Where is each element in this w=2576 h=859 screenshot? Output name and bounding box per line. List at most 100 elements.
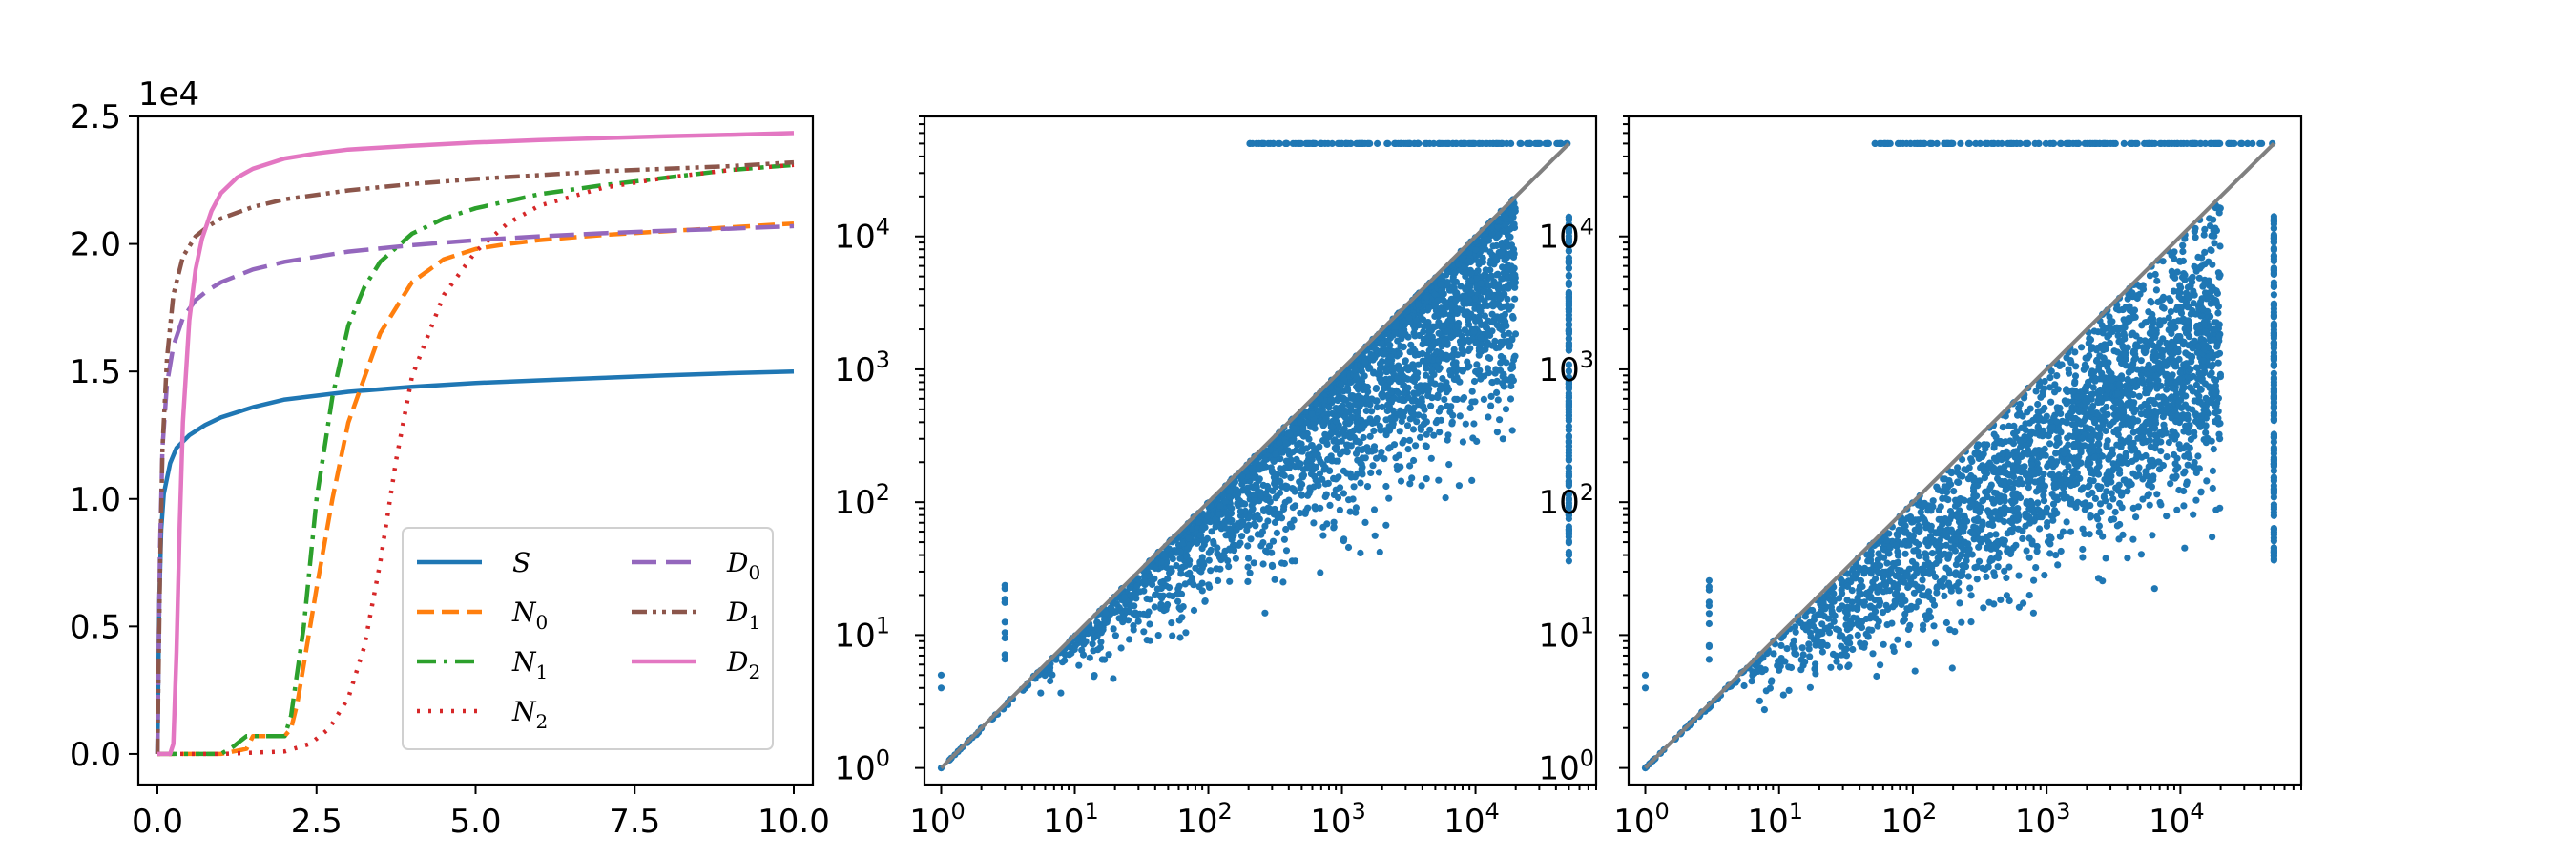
scatter-point: [1806, 683, 1814, 691]
scatter-point: [1496, 416, 1504, 424]
scatter-point: [1391, 329, 1399, 337]
scatter-point: [2032, 564, 2040, 572]
scatter-point: [1082, 638, 1090, 645]
scatter-point: [1499, 435, 1506, 443]
scatter-point: [2175, 403, 2183, 410]
y-tick-label: 0.5: [70, 608, 121, 646]
scatter-point: [1370, 427, 1378, 434]
scatter-point: [1497, 367, 1505, 374]
scatter-point: [2130, 306, 2139, 314]
scatter-point: [1336, 506, 1343, 514]
scatter-point: [1909, 532, 1917, 540]
scatter-point: [1173, 562, 1180, 570]
scatter-point: [1565, 247, 1572, 255]
scatter-point: [1340, 490, 1347, 497]
scatter-point: [1461, 326, 1468, 334]
scatter-point: [2109, 495, 2117, 503]
scatter-point: [2171, 450, 2178, 459]
scatter-point: [1208, 528, 1215, 535]
scatter-point: [1277, 478, 1284, 486]
scatter-point: [2145, 463, 2152, 471]
scatter-point: [2160, 421, 2168, 429]
scatter-point: [1469, 434, 1477, 442]
scatter-point: [1472, 246, 1480, 254]
scatter-point: [1505, 208, 1512, 216]
scatter-point: [2079, 500, 2087, 508]
scatter-point: [1447, 316, 1455, 324]
scatter-point: [1433, 347, 1441, 356]
scatter-point: [2081, 385, 2088, 392]
scatter-point: [1495, 231, 1503, 239]
scatter-point: [1999, 424, 2006, 431]
scatter-point: [1326, 501, 1334, 510]
scatter-point: [2056, 533, 2064, 540]
scatter-point: [1352, 509, 1360, 516]
scatter-point: [1378, 340, 1385, 347]
scatter-point: [1143, 595, 1151, 603]
scatter-point: [1565, 238, 1572, 245]
scatter-point: [1249, 139, 1257, 147]
scatter-point: [1355, 380, 1362, 388]
scatter-point: [1911, 667, 1919, 675]
scatter-point: [2179, 247, 2187, 256]
scatter-point: [1449, 283, 1457, 290]
scatter-point: [1565, 361, 1572, 368]
scatter-point: [2094, 471, 2103, 478]
scatter-point: [1357, 459, 1364, 467]
scatter-point: [1259, 539, 1267, 547]
scatter-point: [2040, 497, 2048, 505]
legend-label: N2: [511, 696, 548, 733]
scatter-point: [1456, 412, 1464, 420]
scatter-point: [1282, 439, 1290, 447]
scatter-point: [1383, 407, 1391, 415]
scatter-point: [1439, 375, 1446, 383]
scatter-point: [1361, 359, 1369, 367]
scatter-point: [1985, 598, 1993, 606]
scatter-point: [1372, 385, 1380, 393]
scatter-point: [1156, 592, 1164, 599]
scatter-point: [1565, 398, 1572, 406]
scatter-point: [1204, 513, 1212, 520]
scatter-point: [1348, 413, 1356, 421]
scatter-point: [1565, 389, 1572, 397]
scatter-point: [1338, 437, 1345, 445]
scatter-point: [1355, 139, 1362, 147]
scatter-point: [2050, 493, 2058, 501]
scatter-point: [1344, 543, 1353, 552]
scatter-point: [1317, 569, 1324, 576]
scatter-point: [1493, 388, 1501, 396]
scatter-point: [1467, 289, 1476, 297]
scatter-point: [1168, 619, 1175, 627]
scatter-point: [1449, 276, 1457, 283]
scatter-point: [1263, 482, 1272, 491]
scatter-point: [1459, 306, 1466, 314]
scatter-point: [1335, 406, 1342, 414]
scatter-point: [1406, 462, 1414, 470]
scatter-point: [1340, 394, 1347, 403]
scatter-point: [1967, 618, 1975, 626]
scatter-point: [1495, 344, 1503, 351]
scatter-point: [1404, 446, 1412, 453]
scatter-point: [1226, 546, 1234, 554]
scatter-point: [1198, 545, 1206, 553]
scatter-point: [1498, 275, 1506, 283]
scatter-point: [1444, 436, 1451, 444]
scatter-point: [1901, 550, 1909, 557]
scatter-point: [1959, 455, 1966, 464]
scatter-point: [1157, 584, 1165, 593]
identity-line: [940, 141, 1570, 770]
scatter-point: [1382, 482, 1390, 491]
scatter-point: [1293, 455, 1300, 463]
scatter-point: [1112, 600, 1120, 608]
scatter-point: [1544, 139, 1552, 147]
scatter-point: [1557, 139, 1565, 147]
scatter-point: [2192, 496, 2200, 504]
scatter-point: [1468, 476, 1476, 484]
scatter-point: [1525, 139, 1532, 147]
scatter-point: [1408, 397, 1417, 405]
scatter-point: [2104, 480, 2111, 488]
scatter-point: [1143, 637, 1151, 644]
scatter-point: [1565, 254, 1572, 262]
scatter-point: [1478, 245, 1485, 253]
scatter-point: [2191, 337, 2198, 345]
